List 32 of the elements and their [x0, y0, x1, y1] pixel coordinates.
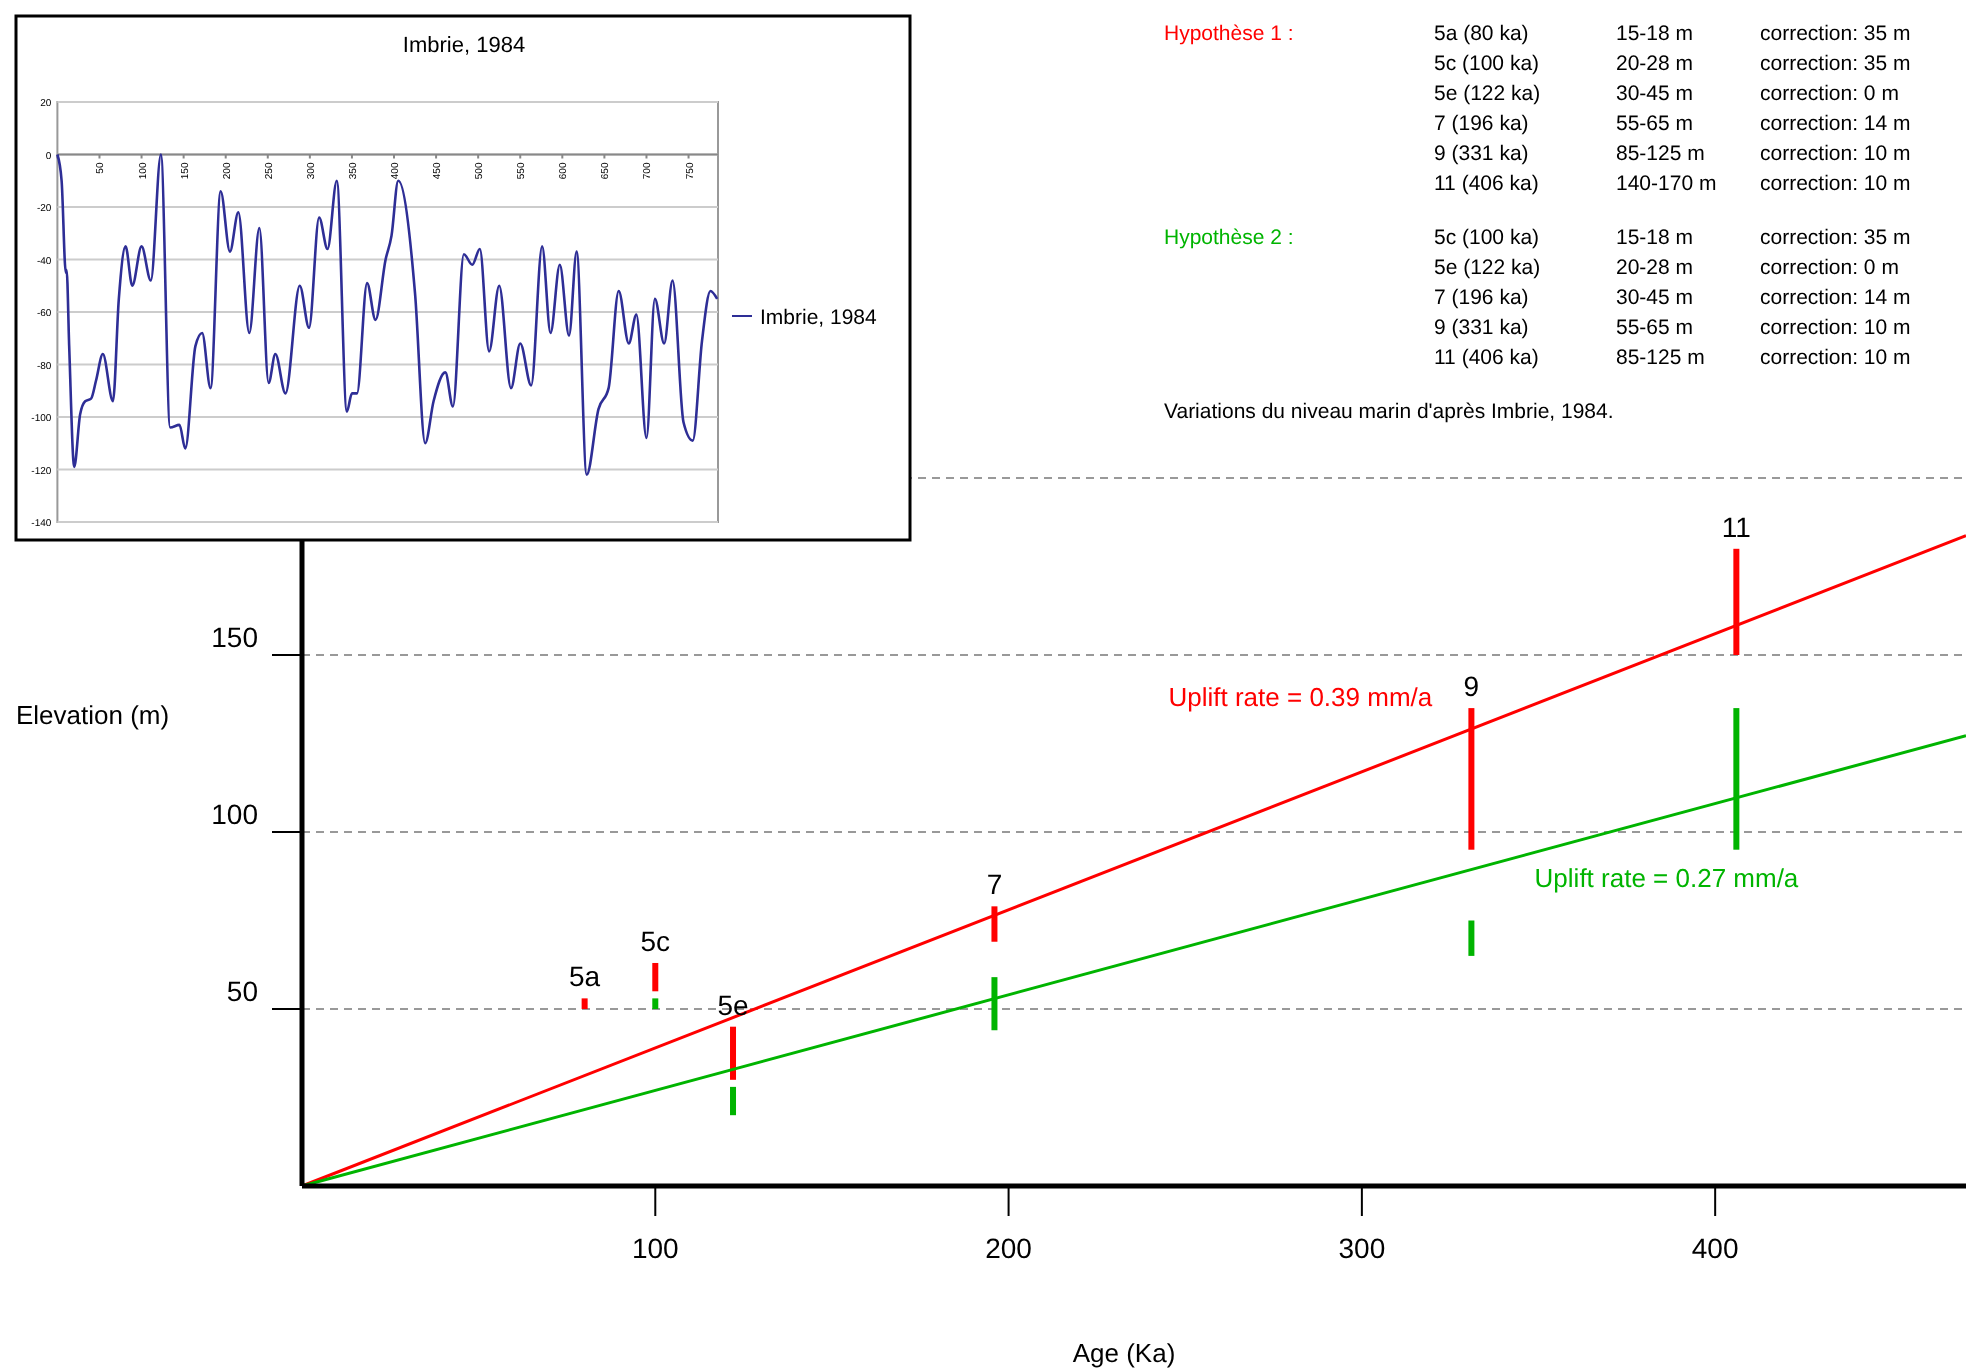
text: Hypothèse 1 : 5a (80 ka) 15-18 m correction: 35 m	[1164, 22, 1911, 46]
series-label: Uplift rate = 0.39 mm/a	[1168, 681, 1434, 712]
text: 5c (100 ka) 20-28 m correction: 35 m	[1434, 52, 1911, 76]
y-axis-title: Elevation (m)	[16, 700, 170, 730]
x-tick-label: 100	[631, 1232, 680, 1264]
annotation: 5a	[569, 960, 601, 993]
x-tick-label: 400	[1691, 1232, 1739, 1264]
x-tick-label: 200	[985, 1232, 1033, 1264]
x-tick-label: 300	[1338, 1232, 1386, 1264]
text: 7 (196 ka) 30-45 m correction: 14 m	[1434, 286, 1911, 310]
text: 9 (331 ka) 85-125 m correction: 10 m	[1434, 142, 1911, 166]
text: 11 (406 ka) 85-125 m correction: 10 m	[1434, 346, 1911, 370]
y-tick-label: 50	[226, 975, 259, 1007]
text: 11 (406 ka) 140-170 m correction: 10 m	[1434, 172, 1911, 196]
annotation: 7	[986, 868, 1003, 901]
y-tick-label: 100	[211, 798, 259, 830]
annotation: 5e	[717, 988, 750, 1021]
y-tick-label: 150	[211, 621, 259, 653]
text: 9 (331 ka) 55-65 m correction: 10 m	[1434, 316, 1911, 340]
chart-title: Imbrie, 1984	[402, 34, 526, 58]
text: Hypothèse 2 : 5c (100 ka) 15-18 m correction: 35 m	[1164, 226, 1911, 250]
text: 5e (122 ka) 30-45 m correction: 0 m	[1434, 82, 1899, 106]
text: 7 (196 ka) 55-65 m correction: 14 m	[1434, 112, 1911, 136]
text: 5e (122 ka) 20-28 m correction: 0 m	[1434, 256, 1899, 280]
x-axis-title: Age (Ka)	[1072, 1338, 1176, 1368]
annotation: 9	[1463, 670, 1480, 703]
annotation: 11	[1721, 510, 1752, 543]
annotation: 5c	[640, 924, 671, 957]
text: Variations du niveau marin d'après Imbrie, 1984.	[1164, 400, 1614, 424]
line-series	[56, 153, 719, 477]
legend-label: Imbrie, 1984	[760, 306, 878, 330]
series-label: Uplift rate = 0.27 mm/a	[1534, 862, 1800, 893]
